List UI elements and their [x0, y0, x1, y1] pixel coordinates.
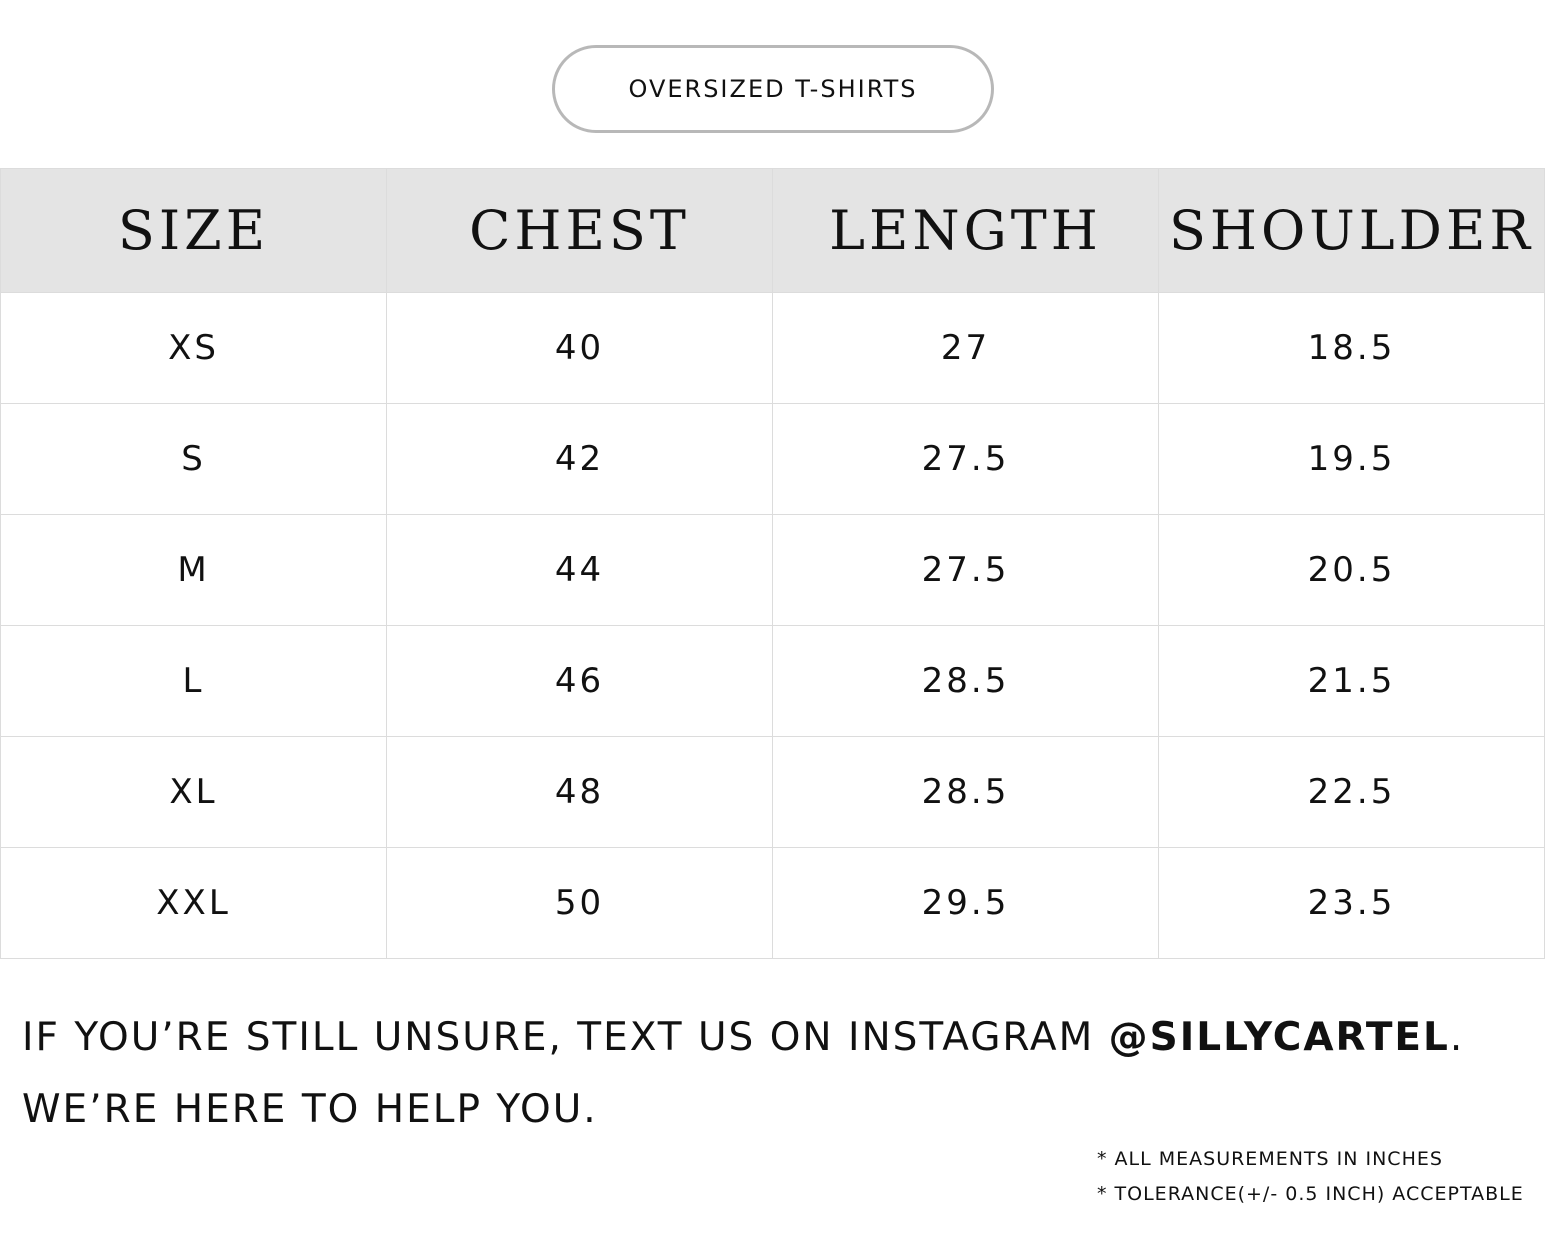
table-cell-shoulder: 19.5 — [1158, 403, 1545, 515]
table-row: XXL 50 29.5 23.5 — [0, 847, 1545, 959]
category-title: OVERSIZED T-SHIRTS — [628, 75, 918, 103]
table-cell-length: 29.5 — [772, 847, 1159, 959]
table-row: L 46 28.5 21.5 — [0, 625, 1545, 737]
table-cell-size: L — [0, 625, 387, 737]
table-cell-size: XL — [0, 736, 387, 848]
table-cell-size: XS — [0, 292, 387, 404]
column-header-size: SIZE — [0, 168, 387, 293]
category-title-pill: OVERSIZED T-SHIRTS — [552, 45, 994, 133]
table-row: XS 40 27 18.5 — [0, 292, 1545, 404]
table-cell-size: XXL — [0, 847, 387, 959]
table-header-row: SIZE CHEST LENGTH SHOULDER — [0, 168, 1545, 293]
message-line1: IF YOU’RE STILL UNSURE, TEXT US ON INSTA… — [22, 1015, 1109, 1060]
message-line2: WE’RE HERE TO HELP YOU. — [22, 1087, 598, 1132]
column-header-chest: CHEST — [386, 168, 773, 293]
table-cell-chest: 42 — [386, 403, 773, 515]
message-punct: . — [1449, 1015, 1465, 1060]
table-cell-shoulder: 20.5 — [1158, 514, 1545, 626]
column-header-length: LENGTH — [772, 168, 1159, 293]
table-cell-chest: 40 — [386, 292, 773, 404]
table-cell-size: S — [0, 403, 387, 515]
table-cell-chest: 46 — [386, 625, 773, 737]
table-cell-chest: 48 — [386, 736, 773, 848]
help-message: IF YOU’RE STILL UNSURE, TEXT US ON INSTA… — [22, 1002, 1464, 1146]
footnote: * ALL MEASUREMENTS IN INCHES — [1097, 1148, 1443, 1170]
table-cell-shoulder: 18.5 — [1158, 292, 1545, 404]
table-cell-shoulder: 23.5 — [1158, 847, 1545, 959]
table-cell-length: 27.5 — [772, 514, 1159, 626]
table-cell-length: 27 — [772, 292, 1159, 404]
table-cell-chest: 44 — [386, 514, 773, 626]
table-cell-length: 27.5 — [772, 403, 1159, 515]
footnotes: * ALL MEASUREMENTS IN INCHES * TOLERANCE… — [1097, 1142, 1524, 1212]
table-cell-chest: 50 — [386, 847, 773, 959]
column-header-shoulder: SHOULDER — [1158, 168, 1545, 293]
size-chart-table: SIZE CHEST LENGTH SHOULDER XS 40 27 18.5 S 42 27.… — [0, 168, 1545, 959]
footnote: * TOLERANCE(+/- 0.5 INCH) ACCEPTABLE — [1097, 1183, 1524, 1205]
table-cell-shoulder: 22.5 — [1158, 736, 1545, 848]
table-cell-shoulder: 21.5 — [1158, 625, 1545, 737]
table-cell-size: M — [0, 514, 387, 626]
table-row: XL 48 28.5 22.5 — [0, 736, 1545, 848]
table-row: S 42 27.5 19.5 — [0, 403, 1545, 515]
table-cell-length: 28.5 — [772, 625, 1159, 737]
table-cell-length: 28.5 — [772, 736, 1159, 848]
instagram-handle[interactable]: @SILLYCARTEL — [1108, 1015, 1450, 1060]
table-row: M 44 27.5 20.5 — [0, 514, 1545, 626]
